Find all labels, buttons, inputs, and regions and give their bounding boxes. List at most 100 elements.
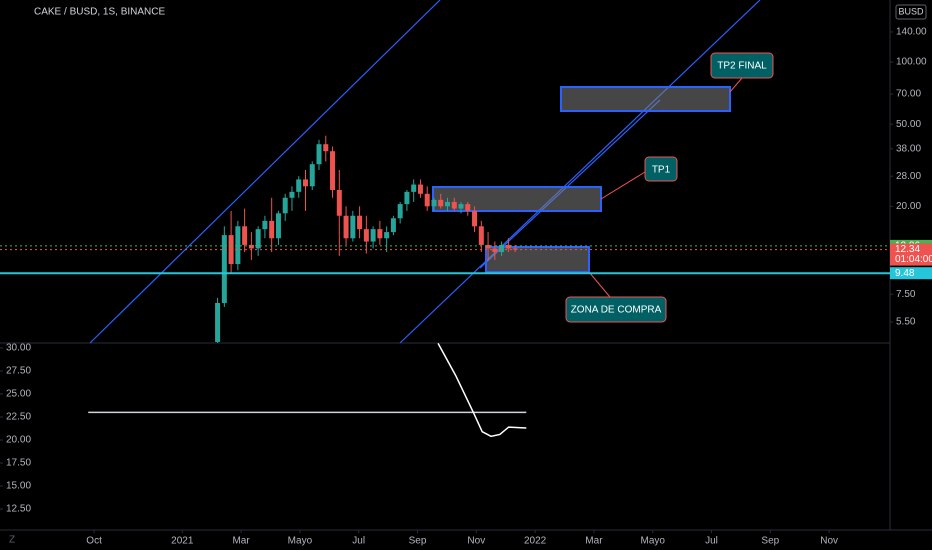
y-tick-label: 17.50 [6,458,31,469]
annotation: TP2 FINAL [717,61,767,72]
y-tick-label: 28.00 [896,171,921,182]
candle-body [499,244,505,253]
x-tick-label: 2021 [171,536,194,547]
candle-body [343,215,349,239]
connector [588,271,611,298]
x-tick-label: Mayo [640,536,665,547]
candle-body [417,184,423,194]
countdown: 01:04:00 [895,254,932,265]
candle-body [485,244,491,249]
candle-body [330,151,336,190]
candle-body [431,199,437,207]
candle-body [505,244,511,249]
candle-body [404,191,410,205]
y-tick-label: 100.00 [896,57,927,68]
y-tick-label: 70.00 [896,89,921,100]
candle-body [350,215,356,239]
annotation: TP1 [652,165,671,176]
x-tick-label: Nov [820,536,838,547]
x-tick-label: Mayo [288,536,313,547]
candle-body [336,189,342,216]
y-tick-label: 12.50 [6,504,31,515]
y-tick-label: 25.00 [6,389,31,400]
icon[interactable]: Z [9,535,15,546]
y-tick-label: 30.00 [6,343,31,354]
chart-title: CAKE / BUSD, 1S, BINANCE [34,7,165,18]
callout [710,52,774,79]
candle-body [242,226,248,245]
candle-body [370,229,376,242]
price-badge-label: 12.34 [895,244,920,255]
candle-body [357,215,363,230]
candle-body [458,204,464,209]
candle-body [255,229,261,249]
x-tick-label: Mar [585,536,603,547]
candle-body [289,191,295,198]
price-badge-label: 9.48 [895,268,915,279]
callout [644,156,678,182]
y-tick-label: 20.00 [896,201,921,212]
x-tick-label: Oct [86,536,102,547]
candle-body [424,193,430,207]
y-tick-label: 38.00 [896,143,921,154]
x-tick-label: Nov [467,536,485,547]
candle-body [309,164,315,187]
candle-body [221,235,227,303]
candle-body [215,302,221,342]
candle-body [323,144,329,152]
x-tick-label: Jul [705,536,718,547]
candle-body [438,199,444,207]
candle-body [444,201,450,207]
y-tick-label: 27.50 [6,366,31,377]
candle-body [512,248,518,250]
y-tick-label: 15.00 [6,481,31,492]
candle-body [478,226,484,245]
tp2-zone [560,86,731,112]
candle-body [451,201,457,209]
x-tick-label: Sep [409,536,427,547]
y-tick-label: 7.50 [896,289,916,300]
connector [600,171,646,200]
y-tick-label: 20.00 [6,435,31,446]
y-tick-label: 140.00 [896,27,927,38]
candle-body [397,204,403,219]
x-tick-label: 2022 [524,536,547,547]
price-badge [890,243,932,266]
candle-body [411,184,417,192]
callout [565,296,667,323]
candle-body [384,232,390,239]
x-tick-label: Jul [352,536,365,547]
candles [215,135,518,343]
candle-body [248,244,254,249]
currency: BUSD [898,6,924,16]
y-tick-label: 5.50 [896,317,916,328]
y-tick-label: 22.50 [6,412,31,423]
y-tick-label: 50.00 [896,119,921,130]
candle-body [269,220,275,239]
candle-body [472,210,478,227]
candle-body [235,226,241,265]
candle-body [296,179,302,192]
trend-line [479,99,661,269]
candle-body [377,229,383,239]
trend-lines [89,0,761,344]
candle-body [492,248,498,253]
candle-body [262,220,268,230]
candle-body [316,144,322,165]
candle-body [465,204,471,211]
currency-badge [895,4,927,20]
connector [729,77,743,93]
candle-body [275,213,281,239]
candle-body [390,218,396,233]
trend-line [89,0,441,344]
trend-line [399,0,761,344]
indicator-line [437,343,527,438]
x-tick-label: Mar [232,536,250,547]
price-badge [890,267,932,280]
x-tick-label: Sep [761,536,779,547]
candle-body [363,229,369,242]
candle-body [302,179,308,187]
candle-body [282,197,288,214]
